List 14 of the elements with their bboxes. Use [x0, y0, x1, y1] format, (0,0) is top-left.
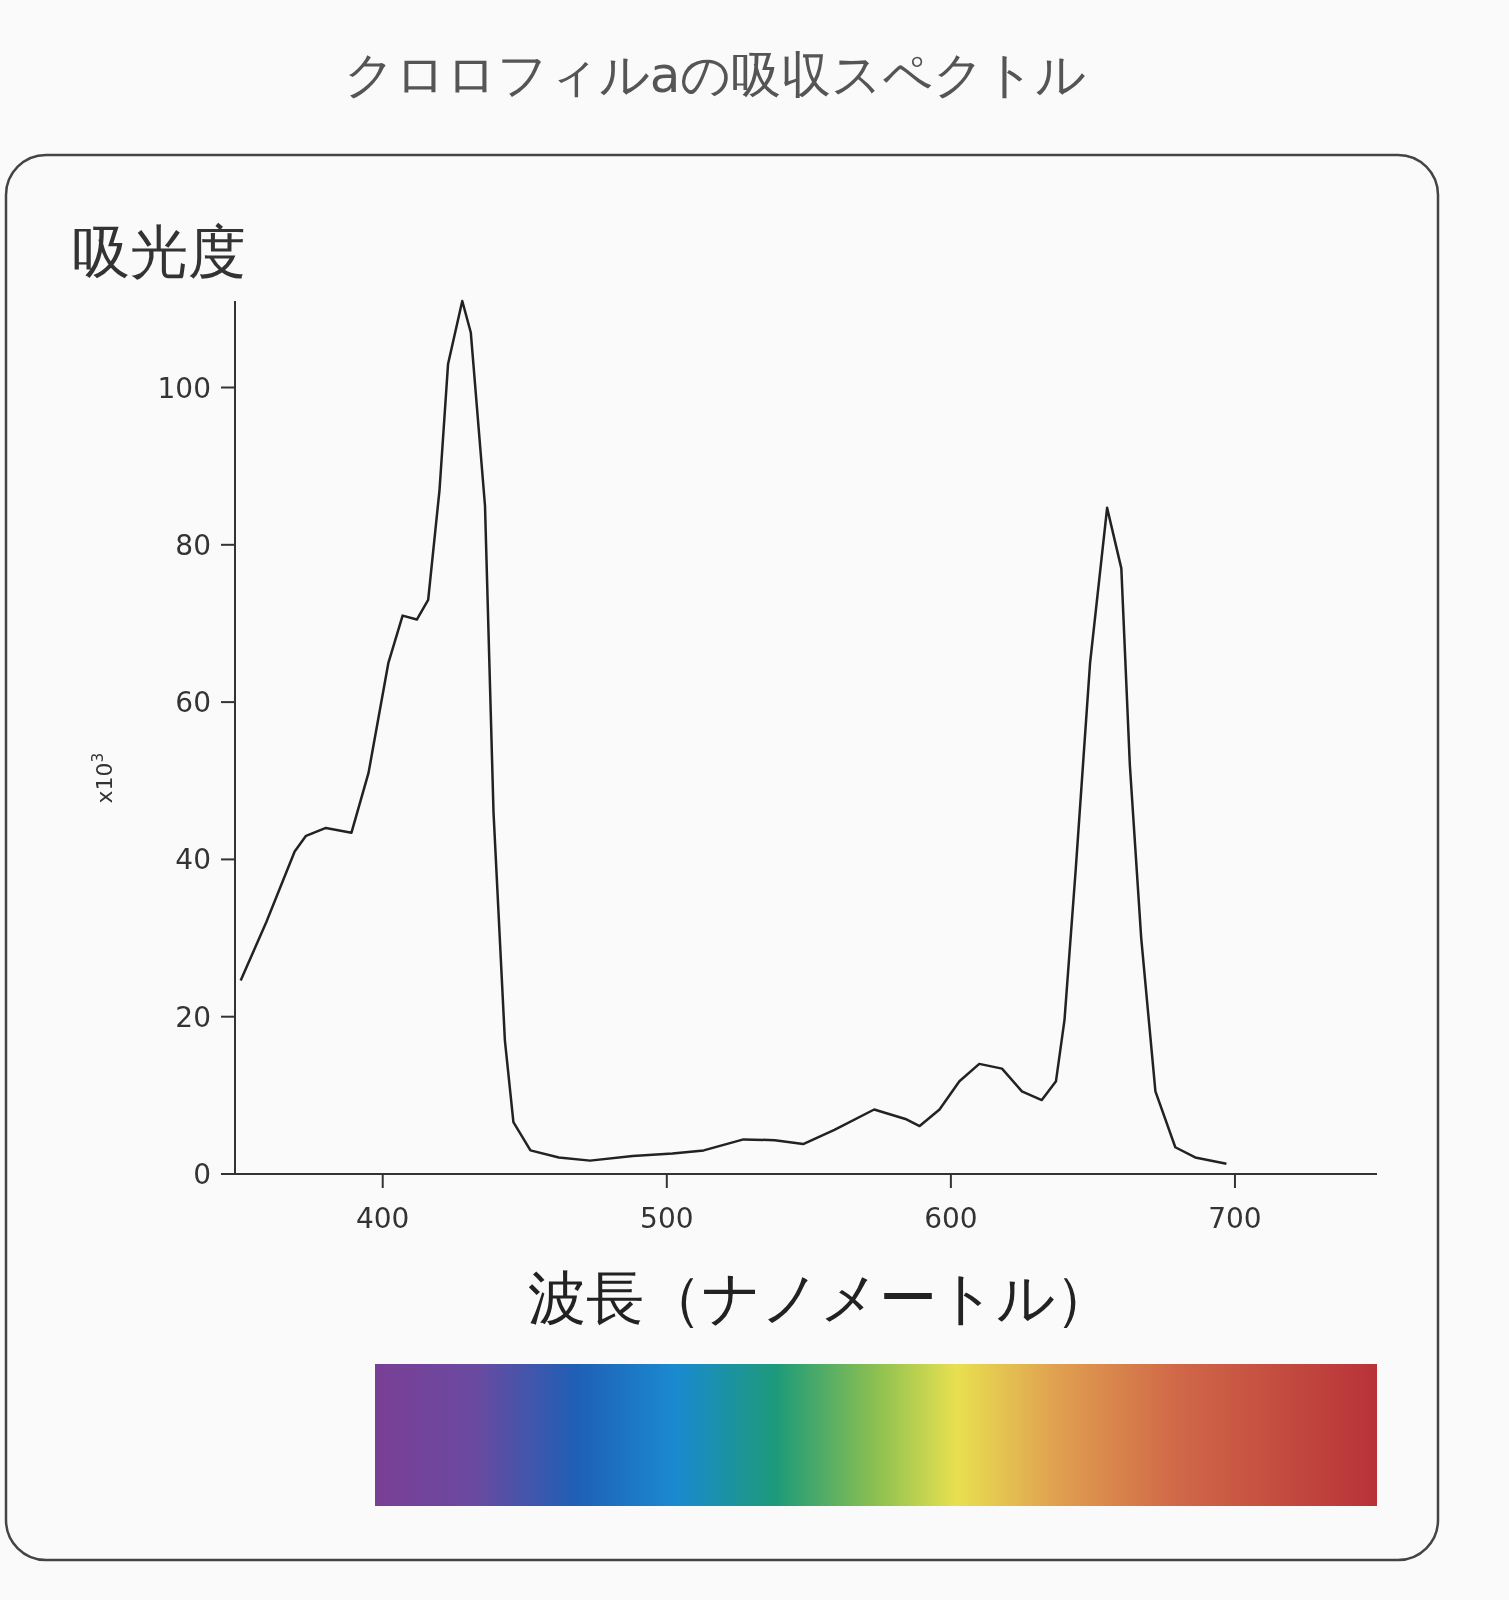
x-tick-label: 500: [640, 1202, 694, 1235]
x-tick-label: 700: [1208, 1202, 1262, 1235]
y-axis-title: 吸光度: [72, 218, 246, 286]
y-tick-label: 80: [175, 528, 211, 562]
x-axis-title: 波長（ナノメートル）: [527, 1264, 1113, 1332]
y-tick-label: 60: [175, 686, 211, 720]
y-tick-label: 20: [175, 1000, 211, 1034]
chart-title: クロロフィルaの吸収スペクトル: [343, 46, 1087, 104]
x-tick-label: 400: [355, 1202, 410, 1235]
y-tick-label: 100: [157, 371, 211, 405]
y-tick-label: 0: [193, 1158, 211, 1191]
x-tick-label: 600: [924, 1202, 978, 1235]
y-tick-label: 40: [175, 843, 211, 877]
line-series: [239, 299, 1228, 1166]
